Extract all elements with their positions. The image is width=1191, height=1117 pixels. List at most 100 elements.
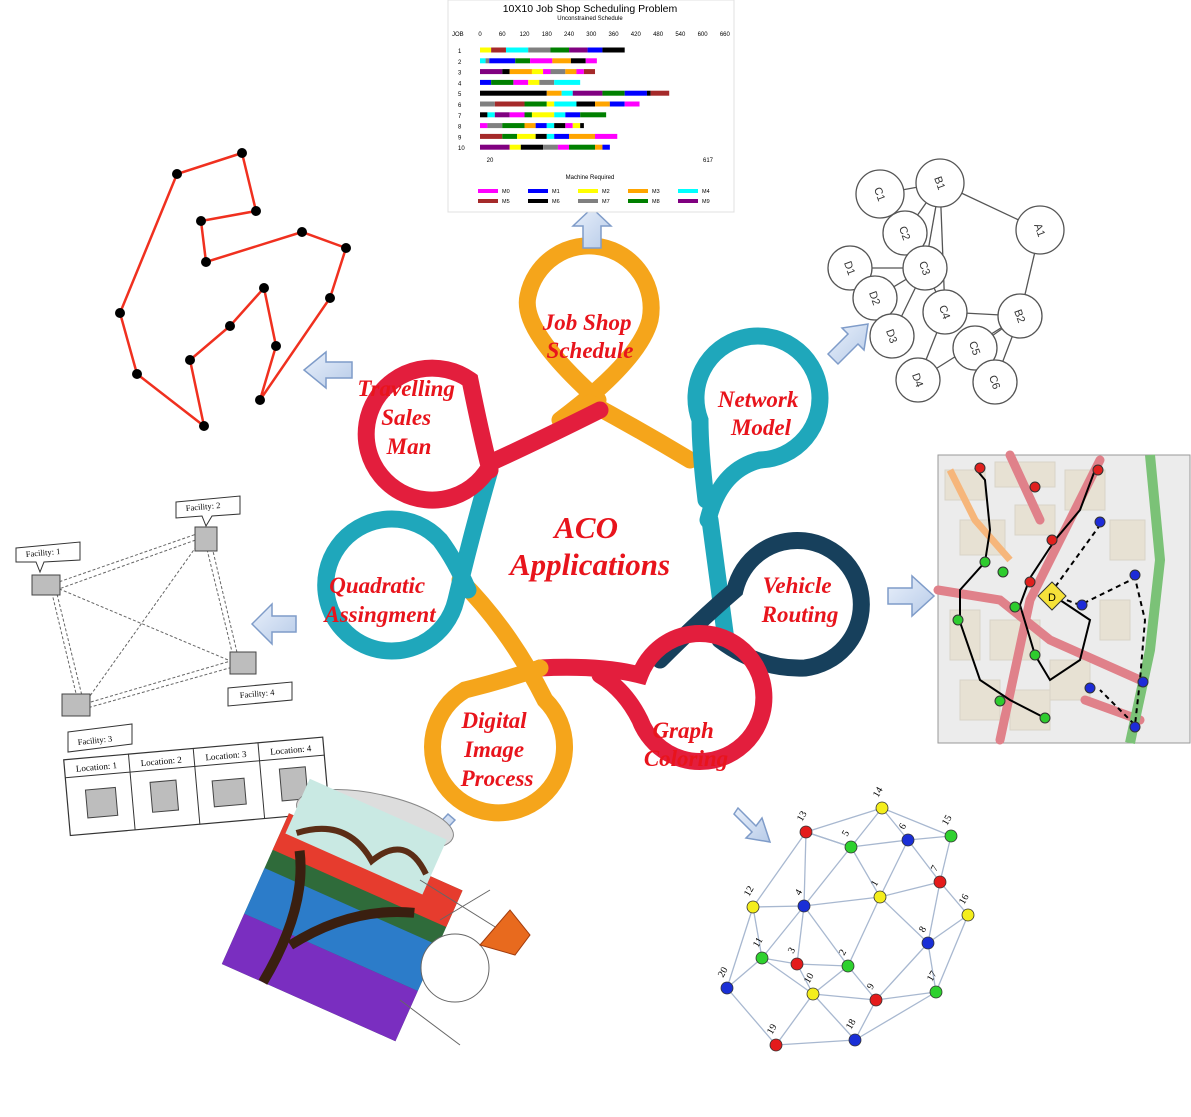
legend-label: M9	[702, 199, 710, 205]
jobshop-bar	[576, 101, 596, 107]
arrow-network-icon	[826, 323, 869, 366]
graph-edge	[752, 905, 805, 908]
jobshop-bar	[570, 58, 586, 64]
graph-node	[790, 957, 804, 971]
graph-node	[921, 936, 935, 950]
jobshop-bar	[520, 144, 544, 150]
jobshop-bar	[524, 123, 536, 129]
graph-node-label: 14	[871, 785, 886, 799]
graph-edge	[812, 965, 849, 995]
graph-edge	[752, 906, 763, 959]
graph-node-label: 18	[844, 1017, 859, 1031]
jobshop-bar	[572, 90, 603, 96]
graph-edge	[854, 991, 937, 1041]
jobshop-bar	[480, 133, 503, 139]
graph-node	[841, 959, 855, 973]
jobshop-bar	[480, 58, 486, 64]
graph-node-label: 16	[957, 892, 972, 906]
graph-edge	[726, 987, 777, 1046]
jobshop-tick-label: 360	[609, 32, 620, 38]
graph-edge	[752, 831, 807, 908]
jobshop-bar	[531, 112, 555, 118]
graph-node-label: 5	[840, 829, 852, 839]
legend-label: M7	[602, 199, 610, 205]
graph-node	[869, 993, 883, 1007]
graph-node	[944, 829, 958, 843]
graph-edge	[803, 831, 807, 907]
graph-edge	[875, 991, 937, 1001]
jobshop-bar	[489, 58, 516, 64]
graph-node-label: 19	[765, 1022, 780, 1036]
label-image: Digital Image Process	[460, 708, 534, 791]
jobshop-bar	[576, 69, 584, 75]
jobshop-bar	[494, 112, 510, 118]
center-title: ACO Applications	[508, 510, 670, 582]
jobshop-bar	[546, 123, 555, 129]
jobshop-bar	[480, 69, 503, 75]
graph-edge	[881, 807, 909, 841]
jobshop-bar	[480, 123, 488, 129]
jobshop-bar	[602, 90, 625, 96]
graph-edge	[726, 906, 754, 989]
network-node-label: C1	[871, 186, 887, 203]
legend-swatch	[478, 199, 498, 203]
jobshop-bar	[646, 90, 651, 96]
jobshop-bar	[524, 112, 532, 118]
qap-diagram: Facility: 1 Facility: 2 Facility: 3 Faci…	[15, 495, 331, 837]
graph-node-label: 4	[793, 888, 805, 898]
jobshop-bar	[602, 144, 610, 150]
network-node-label: D4	[909, 372, 925, 389]
jobshop-bar	[552, 58, 571, 64]
graph-edge	[796, 905, 805, 965]
graph-node-label: 10	[802, 971, 817, 985]
jobshop-bar	[491, 79, 514, 85]
jobshop-bar	[572, 123, 581, 129]
jobshop-bar	[535, 133, 547, 139]
graph-node-label: 15	[940, 813, 955, 827]
jobshop-job-number: 10	[458, 146, 465, 152]
jobshop-bar	[530, 58, 553, 64]
jobshop-tick-label: 540	[675, 32, 686, 38]
vehicle-map: D	[933, 450, 1191, 745]
jobshop-bar	[502, 69, 510, 75]
network-node-label: C2	[896, 225, 912, 242]
network-graph: C1 B1 C2 A1 D1 C3 D2 C4 B2 D3 C5 D4 C6	[827, 158, 1065, 405]
network-node-label: C6	[986, 374, 1002, 391]
network-node-label: C4	[936, 304, 952, 321]
arrow-vehicle-icon	[887, 574, 936, 618]
jobshop-bar	[513, 79, 529, 85]
graph-node	[873, 890, 887, 904]
graph-node	[961, 908, 975, 922]
jobshop-bar	[569, 133, 596, 139]
jobshop-bar	[543, 144, 558, 150]
jobshop-bar	[487, 112, 495, 118]
depot-icon	[1037, 581, 1067, 611]
graph-edge	[847, 896, 881, 967]
jobshop-bar	[554, 123, 566, 129]
graph-edge	[726, 957, 763, 989]
graph-node-label: 2	[837, 948, 849, 958]
label-job-shop: Job Shop Schedule	[542, 310, 638, 363]
legend-swatch	[578, 199, 598, 203]
jobshop-bar	[554, 133, 570, 139]
petal-vehicle	[651, 531, 870, 677]
network-node-label: A1	[1031, 222, 1047, 239]
jobshop-job-number: 7	[458, 114, 462, 120]
graph-node	[848, 1033, 862, 1047]
graph-node-label: 13	[795, 809, 810, 823]
graph-node	[799, 825, 813, 839]
jobshop-bar	[480, 79, 492, 85]
graph-edge	[879, 881, 941, 898]
graph-node	[720, 981, 734, 995]
jobshop-bar	[565, 69, 577, 75]
network-node-label: B2	[1011, 308, 1027, 325]
jobshop-bar	[502, 133, 518, 139]
graph-node	[769, 1038, 783, 1052]
network-node-label: D2	[866, 290, 882, 307]
jobshop-bar	[509, 144, 521, 150]
graph-edge	[907, 835, 952, 841]
jobshop-tick-label: 480	[653, 32, 664, 38]
jobshop-tick-label: 60	[499, 32, 506, 38]
legend-swatch	[528, 199, 548, 203]
jobshop-job-number: 8	[458, 125, 462, 131]
